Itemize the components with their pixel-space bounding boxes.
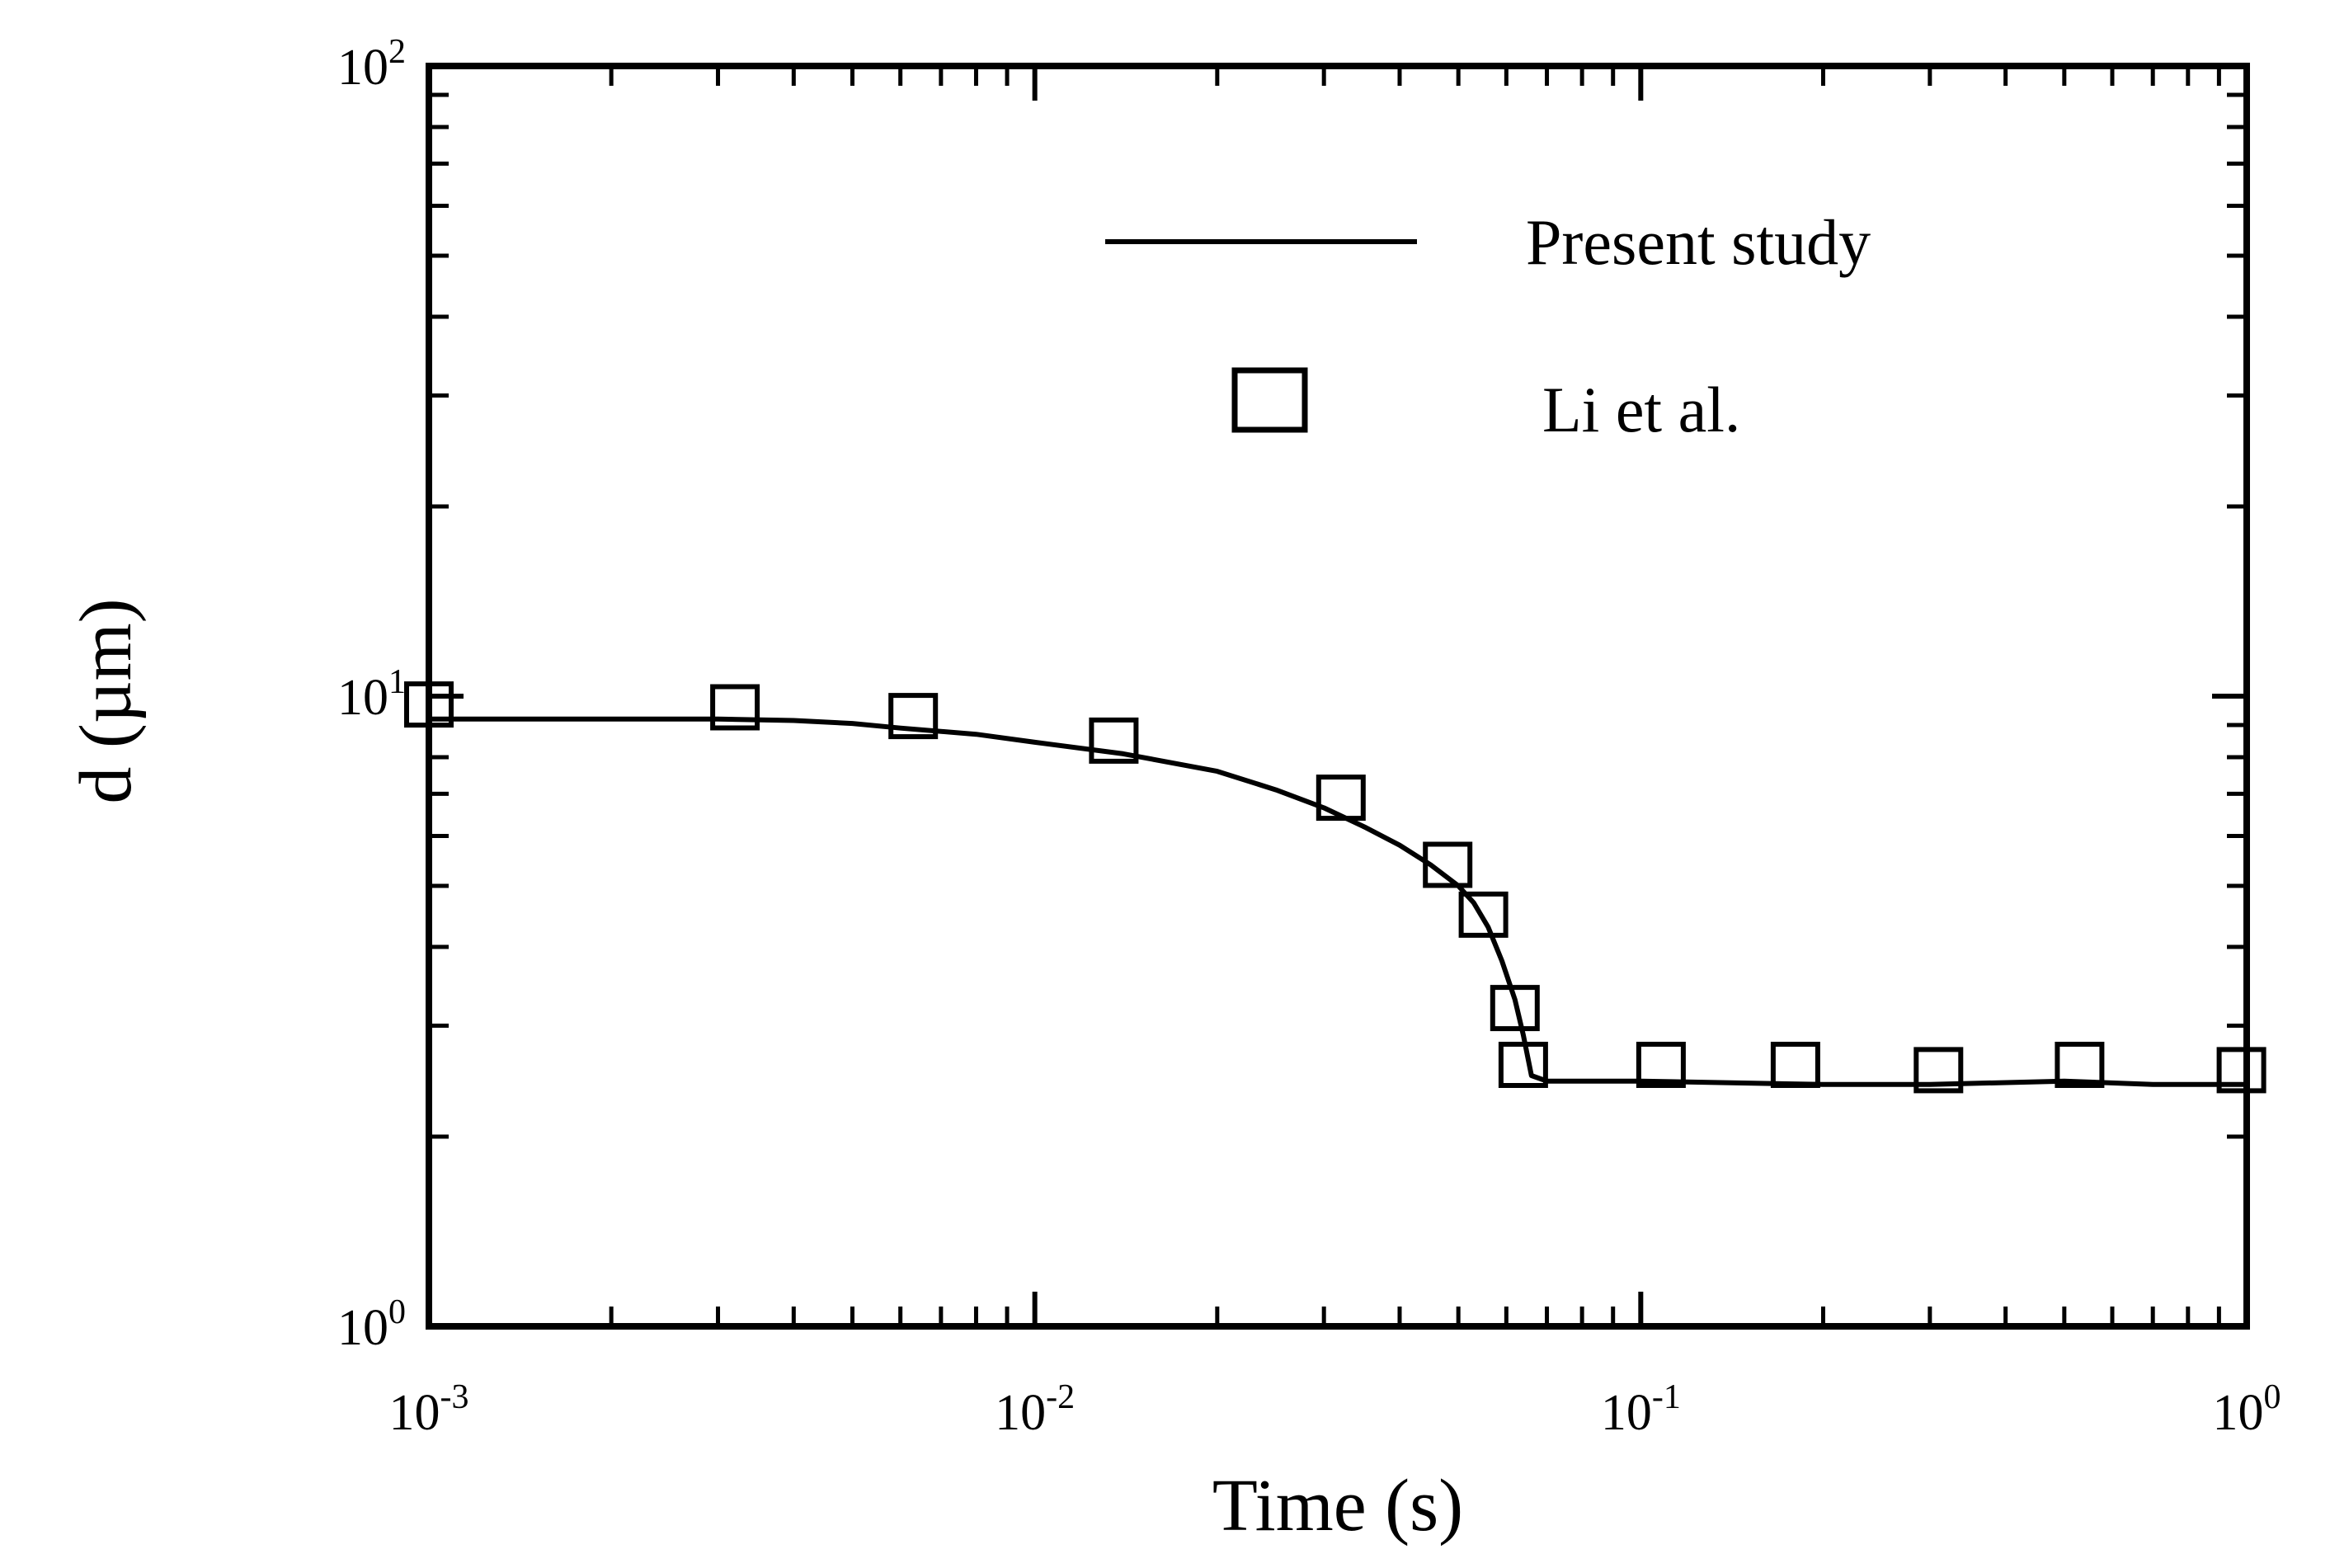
y-axis-title: d (µm) <box>65 598 147 803</box>
data-point-li-et-al <box>1636 1042 1686 1088</box>
plot-area-frame <box>426 63 2250 1330</box>
data-point-li-et-al <box>1490 985 1540 1032</box>
y-tick-label: 100 <box>337 1293 406 1356</box>
data-point-li-et-al <box>2216 1047 2266 1094</box>
data-point-li-et-al <box>1089 717 1139 764</box>
x-tick-label: 10-1 <box>1601 1378 1681 1441</box>
y-tick-labels: 100 101 102 <box>337 33 406 1356</box>
data-point-li-et-al <box>1458 891 1509 938</box>
y-tick-label: 101 <box>337 663 406 726</box>
minor-ticks <box>429 66 2247 1326</box>
x-tick-label: 10-3 <box>389 1378 469 1441</box>
y-tick-label: 102 <box>337 33 406 96</box>
data-point-li-et-al <box>404 681 454 728</box>
data-point-li-et-al <box>2055 1042 2105 1088</box>
x-tick-label: 10-2 <box>995 1378 1075 1441</box>
x-axis-title: Time (s) <box>1212 1465 1463 1547</box>
data-point-li-et-al <box>1316 775 1366 822</box>
series-li-et-al <box>404 681 2266 1094</box>
series-present-study <box>429 716 2247 1087</box>
data-point-li-et-al <box>1498 1042 1548 1088</box>
legend-label-li-et-al: Li et al. <box>1542 374 1740 445</box>
legend: Present study Li et al. <box>1105 206 1871 445</box>
major-ticks <box>426 64 2249 1329</box>
legend-square-swatch <box>1231 367 1308 433</box>
data-point-li-et-al <box>1913 1047 1964 1094</box>
data-point-li-et-al <box>1423 841 1473 888</box>
legend-label-present-study: Present study <box>1526 206 1871 278</box>
x-tick-label: 100 <box>2213 1378 2281 1441</box>
data-point-li-et-al <box>710 684 760 731</box>
data-point-li-et-al <box>888 693 939 740</box>
data-point-li-et-al <box>1770 1042 1820 1088</box>
x-tick-labels: 10-3 10-2 10-1 100 <box>389 1378 2281 1441</box>
series-line-present-study <box>429 716 2247 1087</box>
